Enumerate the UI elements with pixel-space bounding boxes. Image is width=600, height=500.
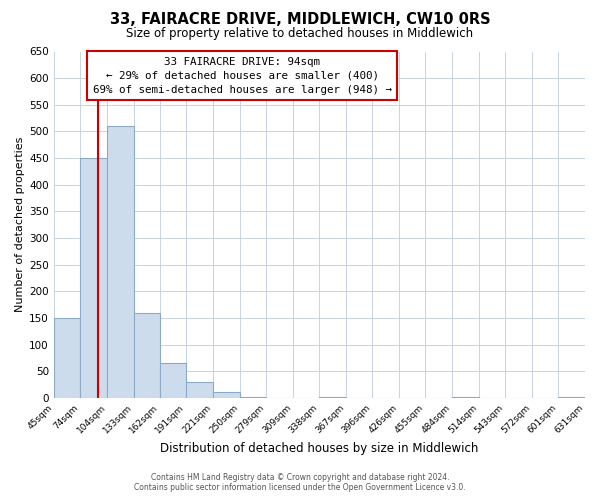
Bar xyxy=(239,397,266,398)
Bar xyxy=(80,158,107,398)
Y-axis label: Number of detached properties: Number of detached properties xyxy=(15,137,25,312)
Text: Contains HM Land Registry data © Crown copyright and database right 2024.
Contai: Contains HM Land Registry data © Crown c… xyxy=(134,473,466,492)
Bar xyxy=(319,397,346,398)
Bar xyxy=(160,364,186,398)
Bar xyxy=(107,126,134,398)
Text: Size of property relative to detached houses in Middlewich: Size of property relative to detached ho… xyxy=(127,28,473,40)
X-axis label: Distribution of detached houses by size in Middlewich: Distribution of detached houses by size … xyxy=(160,442,479,455)
Bar xyxy=(134,313,160,398)
Bar xyxy=(186,382,214,398)
Text: 33 FAIRACRE DRIVE: 94sqm
← 29% of detached houses are smaller (400)
69% of semi-: 33 FAIRACRE DRIVE: 94sqm ← 29% of detach… xyxy=(93,56,392,94)
Bar xyxy=(452,397,479,398)
Bar xyxy=(54,318,80,398)
Bar xyxy=(558,397,585,398)
Text: 33, FAIRACRE DRIVE, MIDDLEWICH, CW10 0RS: 33, FAIRACRE DRIVE, MIDDLEWICH, CW10 0RS xyxy=(110,12,490,28)
Bar xyxy=(214,392,239,398)
